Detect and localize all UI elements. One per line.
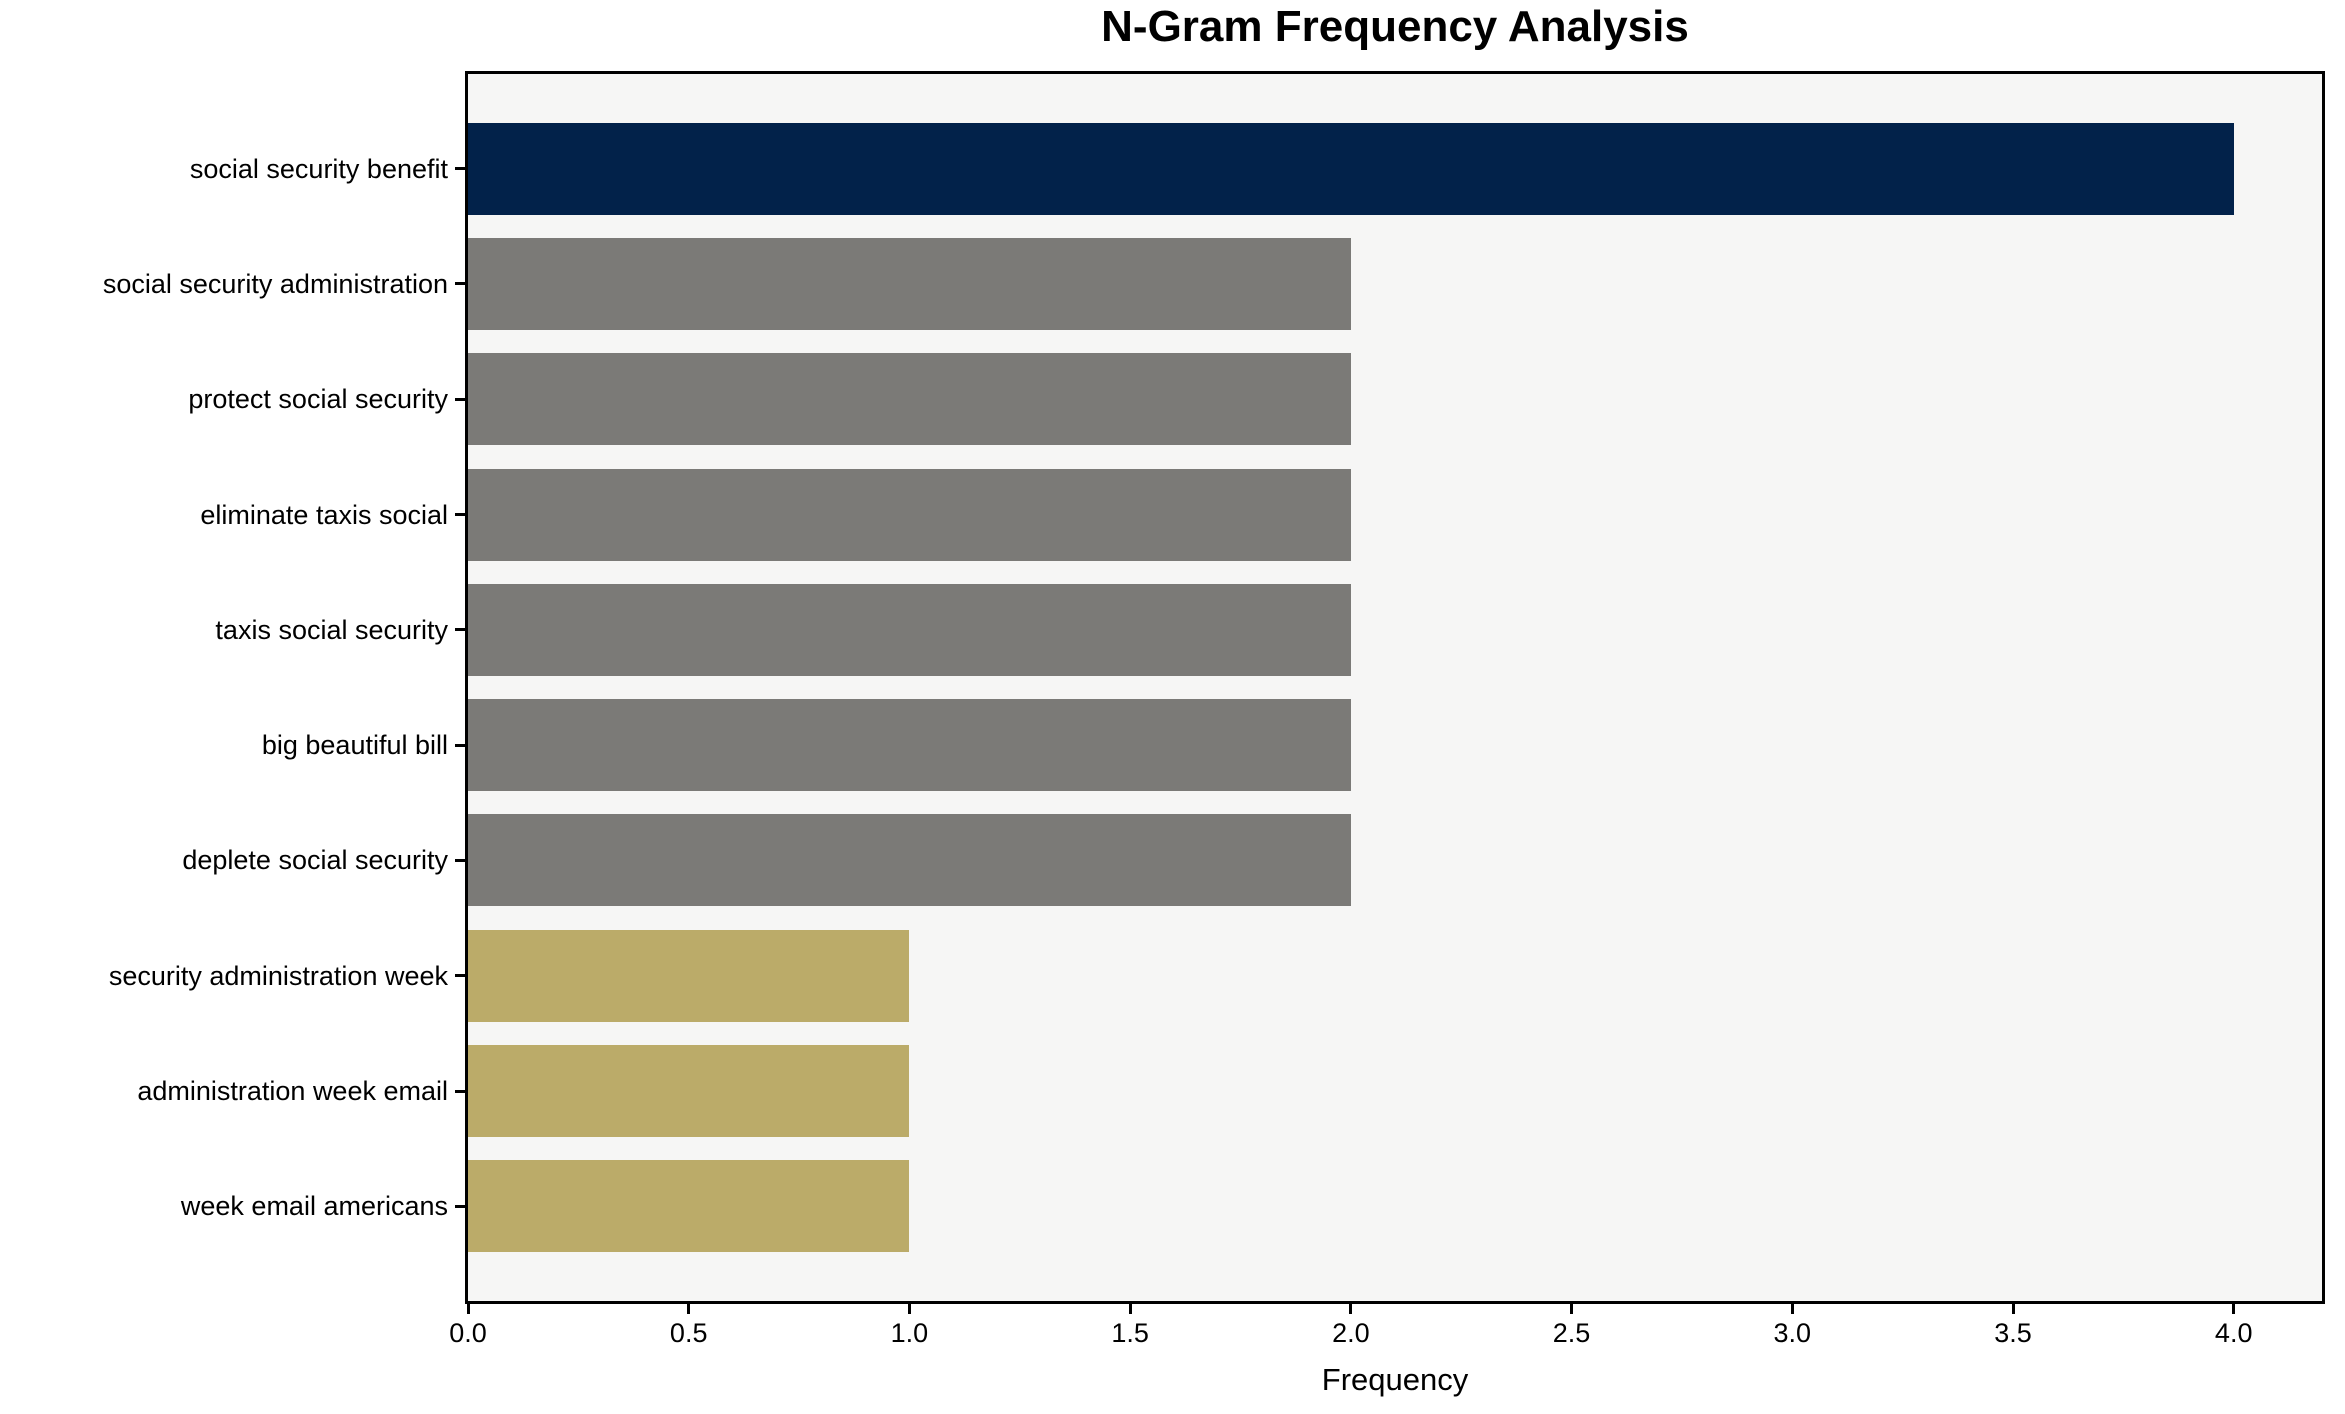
bar-security-administration-week [468,929,910,1022]
y-tick-label: security administration week [108,960,448,991]
x-tick-label: 4.0 [2214,1318,2253,1348]
x-tick-label: 3.0 [1773,1318,1812,1348]
y-tick-mark [455,974,465,978]
x-tick-label: 0.0 [449,1318,487,1348]
y-tick-label: social security benefit [189,153,448,184]
bar-big-beautiful-bill [468,699,1351,792]
x-tick-mark [907,1304,911,1314]
bar-administration-week-email [468,1045,910,1138]
y-tick-mark [455,1089,465,1093]
y-tick-label: big beautiful bill [261,730,448,761]
chart-title: N-Gram Frequency Analysis [1101,2,1689,51]
x-tick-mark [1349,1304,1353,1314]
y-tick-mark [455,397,465,401]
bar-protect-social-security [468,353,1351,446]
y-tick-mark [455,1204,465,1208]
x-tick-label: 1.0 [890,1318,929,1348]
y-tick-label: deplete social security [182,845,448,876]
x-tick-mark [687,1304,691,1314]
x-tick-mark [1570,1304,1574,1314]
y-tick-label: protect social security [188,384,448,415]
bar-social-security-benefit [468,122,2234,215]
y-tick-label: week email americans [180,1191,448,1222]
y-tick-label: taxis social security [215,614,448,645]
x-tick-mark [1128,1304,1132,1314]
x-tick-mark [466,1304,470,1314]
x-tick-label: 3.5 [1994,1318,2032,1348]
x-tick-label: 0.5 [669,1318,708,1348]
bar-deplete-social-security [468,814,1351,907]
bar-week-email-americans [468,1160,910,1253]
y-tick-mark [455,282,465,286]
y-tick-label: eliminate taxis social [200,499,448,530]
y-tick-label: social security administration [102,268,448,299]
bar-social-security-administration [468,237,1351,330]
y-tick-mark [455,628,465,632]
y-tick-mark [455,743,465,747]
y-tick-mark [455,513,465,517]
y-tick-mark [455,167,465,171]
y-tick-mark [455,858,465,862]
y-tick-label: administration week email [137,1076,448,1107]
plot-area [465,71,2325,1304]
x-tick-label: 1.5 [1111,1318,1149,1348]
x-tick-mark [1790,1304,1794,1314]
x-tick-label: 2.5 [1552,1318,1591,1348]
bar-eliminate-taxis-social [468,468,1351,561]
x-tick-mark [2232,1304,2236,1314]
bar-taxis-social-security [468,583,1351,676]
x-tick-mark [2011,1304,2015,1314]
x-axis-label: Frequency [1321,1362,1469,1397]
x-tick-label: 2.0 [1332,1318,1370,1348]
